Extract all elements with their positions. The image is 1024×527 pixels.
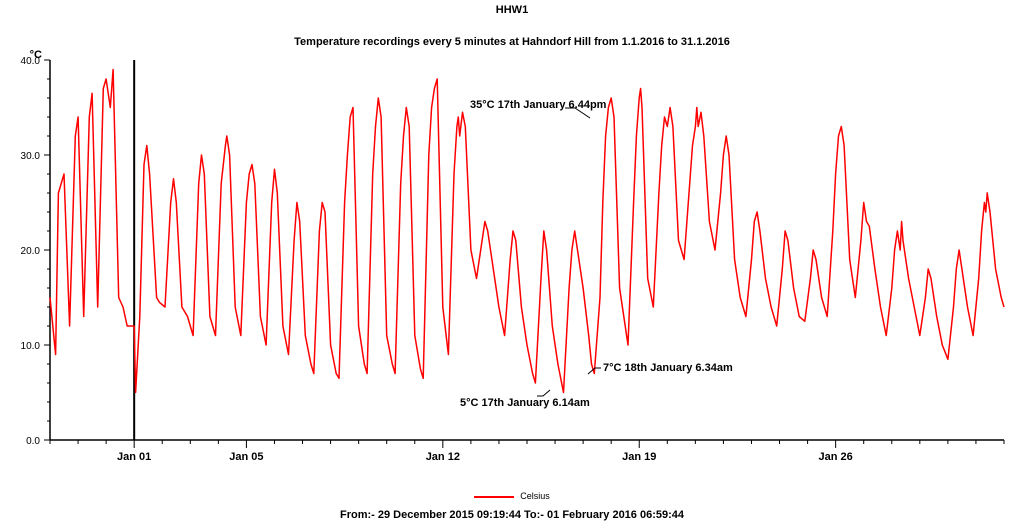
svg-text:Jan 05: Jan 05	[229, 451, 263, 463]
svg-text:0.0: 0.0	[26, 436, 40, 447]
page-title: HHW1	[0, 4, 1024, 16]
svg-text:7°C 18th January 6.34am: 7°C 18th January 6.34am	[603, 362, 733, 374]
legend-label: Celsius	[520, 491, 550, 501]
svg-text:Jan 26: Jan 26	[819, 451, 853, 463]
chart-title: Temperature recordings every 5 minutes a…	[0, 36, 1024, 48]
svg-text:5°C 17th January 6.14am: 5°C 17th January 6.14am	[460, 397, 590, 409]
legend: Celsius	[0, 491, 1024, 501]
date-range-caption: From:- 29 December 2015 09:19:44 To:- 01…	[0, 509, 1024, 521]
chart-container: HHW1 Temperature recordings every 5 minu…	[0, 0, 1024, 527]
svg-text:10.0: 10.0	[21, 341, 41, 352]
svg-text:20.0: 20.0	[21, 246, 41, 257]
chart-plot: °C0.010.020.030.040.0Jan 01Jan 05Jan 12J…	[10, 50, 1014, 470]
svg-text:30.0: 30.0	[21, 151, 41, 162]
svg-text:Jan 01: Jan 01	[117, 451, 151, 463]
svg-text:Jan 12: Jan 12	[426, 451, 460, 463]
svg-text:35°C 17th January 6.44pm: 35°C 17th January 6.44pm	[470, 99, 607, 111]
svg-text:40.0: 40.0	[21, 56, 41, 67]
legend-swatch	[474, 496, 514, 498]
svg-text:Jan 19: Jan 19	[622, 451, 656, 463]
